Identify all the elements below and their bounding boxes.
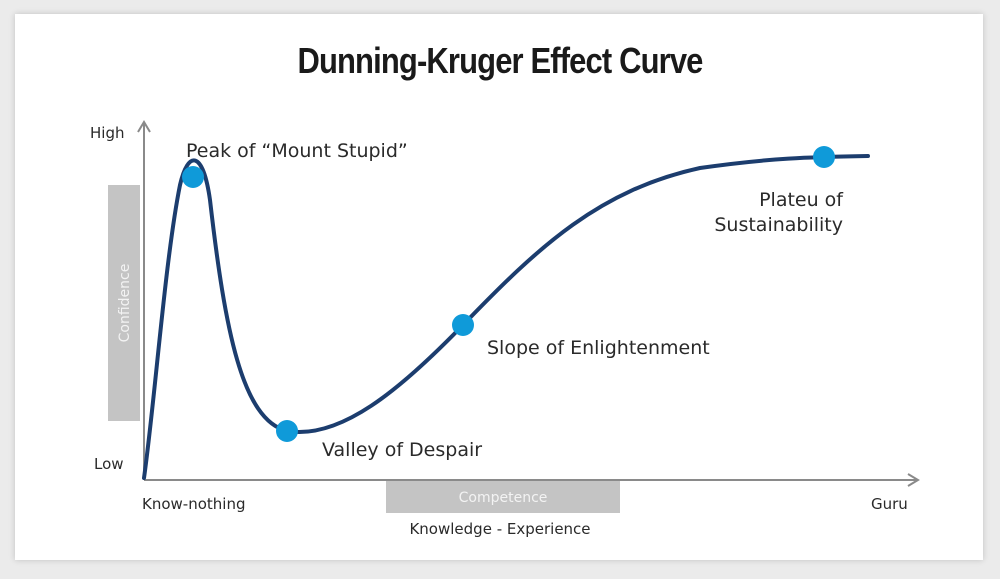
plateau-label-line1: Plateu of	[759, 189, 844, 211]
x-axis-arrow-icon	[907, 473, 920, 487]
peak-point	[182, 166, 204, 188]
peak-label: Peak of “Mount Stupid”	[186, 140, 408, 162]
competence-label: Competence	[459, 490, 548, 506]
confidence-band	[108, 185, 140, 421]
valley-point	[276, 420, 298, 442]
confidence-label: Confidence	[117, 264, 133, 343]
slope-point	[452, 314, 474, 336]
valley-label: Valley of Despair	[322, 439, 482, 461]
x-axis-caption: Knowledge - Experience	[409, 520, 590, 538]
y-axis-low-label: Low	[94, 455, 124, 473]
plateau-point	[813, 146, 835, 168]
slope-label: Slope of Enlightenment	[487, 337, 710, 359]
competence-band	[386, 481, 620, 513]
x-axis-start-label: Know-nothing	[142, 495, 245, 513]
x-axis-end-label: Guru	[871, 495, 908, 513]
y-axis-high-label: High	[90, 124, 124, 142]
y-axis-arrow-icon	[137, 120, 151, 133]
plateau-label-line2: Sustainability	[714, 214, 843, 236]
diagram-title: Dunning-Kruger Effect Curve	[297, 40, 703, 81]
